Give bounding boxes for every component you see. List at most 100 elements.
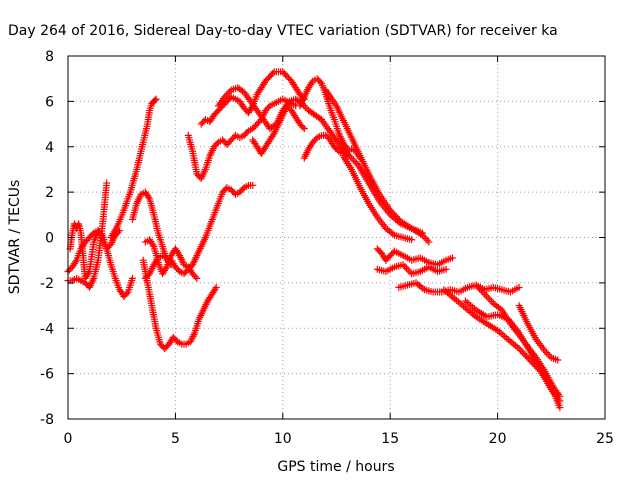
x-axis-label: GPS time / hours	[277, 459, 394, 475]
data-point	[97, 232, 105, 240]
data-point	[408, 236, 416, 244]
x-tick-label: 5	[171, 431, 180, 447]
data-point	[346, 153, 354, 161]
data-point	[149, 241, 157, 249]
data-point	[422, 235, 430, 243]
data-point	[191, 273, 199, 281]
data-point	[348, 154, 356, 162]
data-point	[88, 230, 96, 238]
data-point	[488, 297, 496, 305]
data-point	[517, 346, 525, 354]
data-point	[172, 336, 180, 344]
data-point	[546, 352, 554, 360]
series-5	[128, 188, 175, 269]
data-point	[221, 93, 229, 101]
series-23	[472, 281, 564, 400]
x-tick-label: 0	[64, 431, 73, 447]
data-point	[152, 95, 160, 103]
data-point	[544, 350, 552, 358]
data-point	[151, 96, 159, 104]
data-point	[524, 354, 532, 362]
data-point	[401, 263, 409, 271]
data-point	[333, 146, 341, 154]
data-point	[406, 268, 414, 276]
x-tick-label: 20	[489, 431, 507, 447]
data-point	[212, 283, 220, 291]
x-tick-label: 15	[381, 431, 399, 447]
data-point	[299, 123, 307, 131]
series-18	[373, 245, 456, 269]
data-point	[496, 305, 504, 313]
data-point	[213, 140, 221, 148]
chart-title: Day 264 of 2016, Sidereal Day-to-day VTE…	[8, 23, 558, 39]
series-20	[395, 279, 523, 296]
data-point	[349, 156, 357, 164]
data-point	[264, 103, 272, 111]
series-4	[107, 95, 160, 241]
y-tick-label: 0	[45, 231, 54, 247]
data-point	[518, 348, 526, 356]
data-point	[486, 296, 494, 304]
y-tick-label: 6	[45, 94, 54, 110]
data-point	[448, 254, 456, 262]
data-point	[523, 353, 531, 361]
data-point	[243, 128, 251, 136]
data-point	[425, 238, 433, 246]
data-point	[515, 345, 523, 353]
data-point	[345, 151, 353, 159]
series-17	[339, 152, 416, 244]
series-6	[139, 256, 220, 353]
data-point	[343, 150, 351, 158]
data-point	[484, 294, 492, 302]
series-16	[343, 150, 426, 237]
series-15	[322, 86, 433, 246]
data-point	[526, 356, 534, 364]
series-24	[515, 302, 562, 364]
data-point	[389, 230, 397, 238]
data-point	[300, 125, 308, 133]
series-19	[373, 261, 450, 278]
data-point	[249, 181, 257, 189]
data-point	[521, 351, 529, 359]
data-point	[554, 356, 562, 364]
series-21	[440, 286, 564, 405]
data-point	[515, 283, 523, 291]
data-point	[72, 258, 80, 266]
data-point	[226, 88, 234, 96]
y-tick-label: 4	[45, 140, 54, 156]
series-10	[197, 68, 308, 128]
data-point	[269, 69, 277, 77]
data-point	[269, 131, 277, 139]
y-tick-label: -8	[40, 412, 54, 428]
data-point	[351, 158, 359, 166]
data-point	[556, 404, 564, 412]
data-point	[145, 193, 153, 201]
data-point	[211, 285, 219, 293]
data-point	[84, 269, 92, 277]
data-point	[222, 91, 230, 99]
data-point	[224, 89, 232, 97]
series-14	[300, 131, 364, 162]
data-point	[352, 159, 360, 167]
data-point	[174, 266, 182, 274]
series-12	[249, 102, 308, 158]
data-point	[423, 236, 431, 244]
data-point	[442, 265, 450, 273]
x-tick-label: 10	[274, 431, 292, 447]
data-point	[128, 274, 136, 282]
data-point	[404, 266, 412, 274]
data-point	[418, 229, 426, 237]
y-tick-label: 2	[45, 185, 54, 201]
data-point	[403, 264, 411, 272]
data-point	[541, 347, 549, 355]
data-points	[64, 68, 564, 412]
data-point	[520, 350, 528, 358]
data-point	[193, 274, 201, 282]
data-point	[162, 265, 170, 273]
axis-ticks: 0 5 10 15 20 25 -8 -6 -4 -2 0 2 4 6 8	[40, 49, 614, 447]
data-point	[482, 292, 490, 300]
data-point	[420, 233, 428, 241]
y-tick-label: -4	[40, 321, 54, 337]
